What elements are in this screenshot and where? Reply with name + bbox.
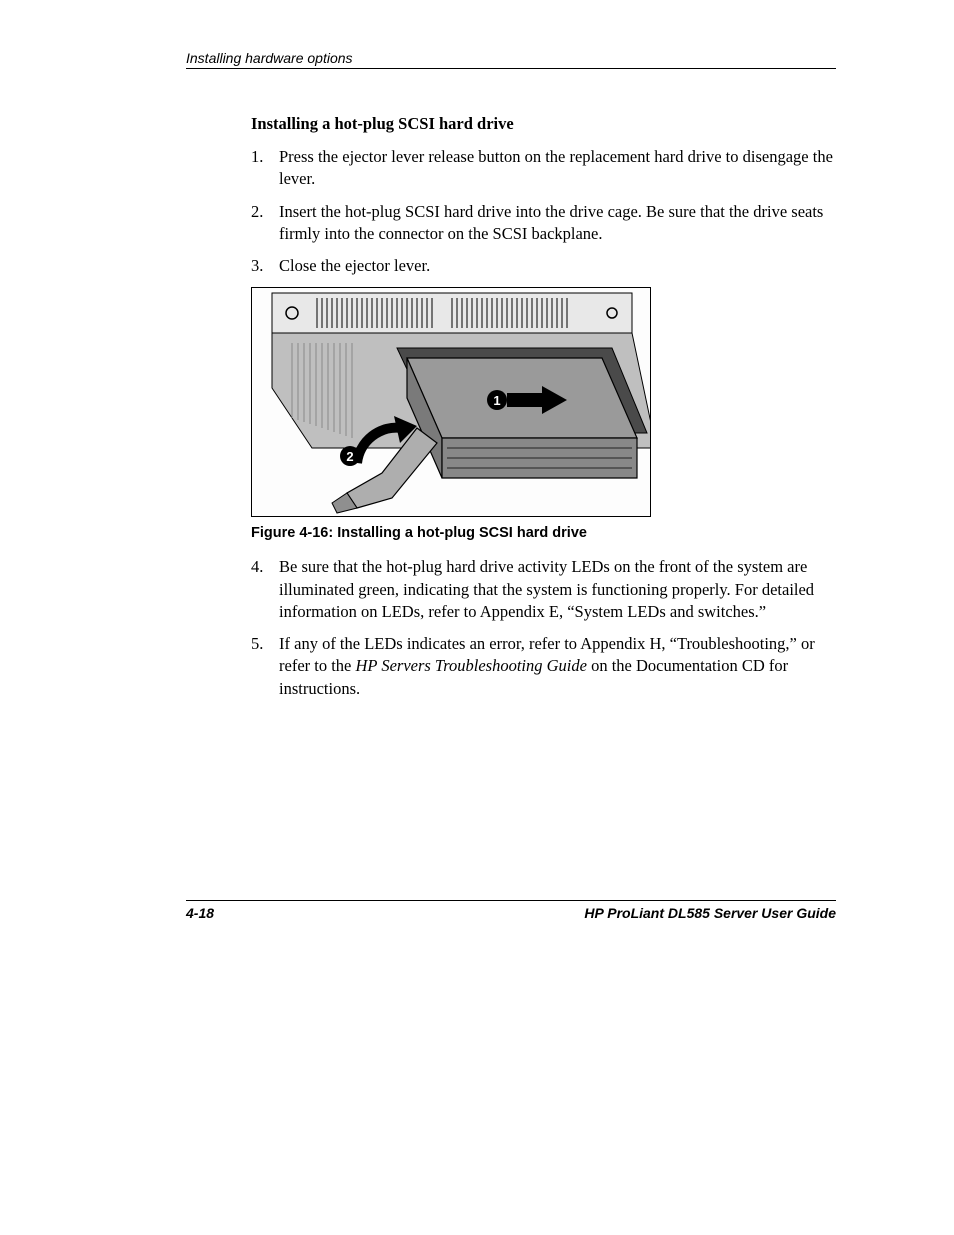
guide-title: HP ProLiant DL585 Server User Guide [584, 905, 836, 921]
page-footer: 4-18 HP ProLiant DL585 Server User Guide [186, 900, 836, 921]
step-text: Press the ejector lever release button o… [279, 146, 836, 191]
figure-4-16: 1 2 [251, 287, 651, 517]
svg-text:2: 2 [346, 449, 353, 464]
page-number: 4-18 [186, 905, 214, 921]
steps-list-after-figure: 4. Be sure that the hot-plug hard drive … [251, 556, 836, 700]
list-item: 3. Close the ejector lever. [251, 255, 836, 277]
step-text: If any of the LEDs indicates an error, r… [279, 633, 836, 700]
list-item: 5. If any of the LEDs indicates an error… [251, 633, 836, 700]
step-text: Insert the hot-plug SCSI hard drive into… [279, 201, 836, 246]
svg-text:1: 1 [493, 393, 500, 408]
running-header: Installing hardware options [186, 50, 836, 69]
page: Installing hardware options Installing a… [186, 50, 836, 710]
hard-drive-illustration-icon: 1 2 [252, 288, 651, 517]
steps-list-before-figure: 1. Press the ejector lever release butto… [251, 146, 836, 277]
step-number: 1. [251, 146, 279, 191]
step-number: 4. [251, 556, 279, 623]
list-item: 2. Insert the hot-plug SCSI hard drive i… [251, 201, 836, 246]
step-text: Be sure that the hot-plug hard drive act… [279, 556, 836, 623]
figure-caption: Figure 4-16: Installing a hot-plug SCSI … [251, 525, 836, 541]
list-item: 1. Press the ejector lever release butto… [251, 146, 836, 191]
step-number: 2. [251, 201, 279, 246]
step-text-italic: HP Servers Troubleshooting Guide [356, 656, 587, 675]
step-text: Close the ejector lever. [279, 255, 836, 277]
list-item: 4. Be sure that the hot-plug hard drive … [251, 556, 836, 623]
figure-container: 1 2 Figure 4-16: Installing a hot-plug S… [251, 287, 836, 541]
section-heading: Installing a hot-plug SCSI hard drive [251, 114, 836, 134]
content-area: Installing a hot-plug SCSI hard drive 1.… [186, 114, 836, 700]
step-number: 5. [251, 633, 279, 700]
step-number: 3. [251, 255, 279, 277]
